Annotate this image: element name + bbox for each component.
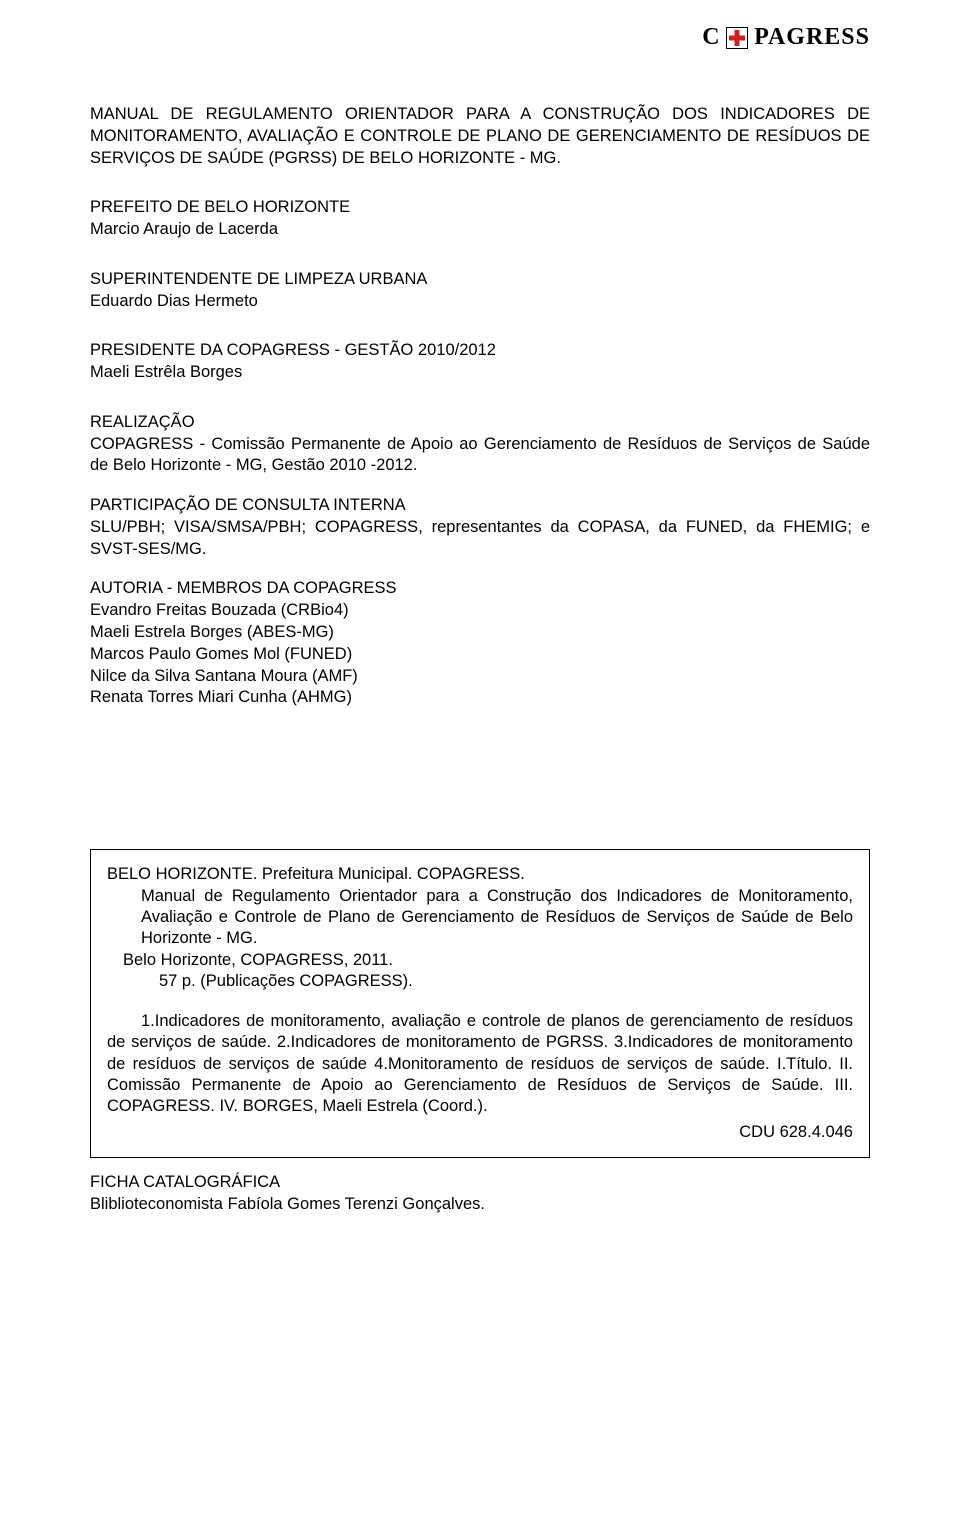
ficha-heading: FICHA CATALOGRÁFICA xyxy=(90,1172,870,1194)
ficha-block: FICHA CATALOGRÁFICA Bliblioteconomista F… xyxy=(90,1172,870,1216)
logo-word: PAGRESS xyxy=(754,24,870,51)
prefeito-name: Marcio Araujo de Lacerda xyxy=(90,219,870,241)
realizacao-heading: REALIZAÇÃO xyxy=(90,412,870,434)
autor-5: Renata Torres Miari Cunha (AHMG) xyxy=(90,687,870,709)
swiss-cross-icon xyxy=(726,27,748,49)
superintendente-name: Eduardo Dias Hermeto xyxy=(90,291,870,313)
catalog-line-1: BELO HORIZONTE. Prefeitura Municipal. CO… xyxy=(107,864,853,885)
presidente-name: Maeli Estrêla Borges xyxy=(90,362,870,384)
autor-2: Maeli Estrela Borges (ABES-MG) xyxy=(90,622,870,644)
document-body: MANUAL DE REGULAMENTO ORIENTADOR PARA A … xyxy=(90,24,870,1216)
doc-title: MANUAL DE REGULAMENTO ORIENTADOR PARA A … xyxy=(90,104,870,169)
catalog-line-4: 57 p. (Publicações COPAGRESS). xyxy=(107,971,853,992)
autor-1: Evandro Freitas Bouzada (CRBio4) xyxy=(90,600,870,622)
ficha-text: Bliblioteconomista Fabíola Gomes Terenzi… xyxy=(90,1194,870,1216)
catalog-line-2: Manual de Regulamento Orientador para a … xyxy=(107,886,853,950)
autoria-heading: AUTORIA - MEMBROS DA COPAGRESS xyxy=(90,578,870,600)
autor-4: Nilce da Silva Santana Moura (AMF) xyxy=(90,666,870,688)
catalog-line-2-text: Manual de Regulamento Orientador para a … xyxy=(141,887,853,948)
header-logo: C PAGRESS xyxy=(702,24,870,51)
catalog-line-5: 1.Indicadores de monitoramento, avaliaçã… xyxy=(107,1011,853,1118)
prefeito-heading: PREFEITO DE BELO HORIZONTE xyxy=(90,197,870,219)
superintendente-heading: SUPERINTENDENTE DE LIMPEZA URBANA xyxy=(90,269,870,291)
catalog-box: BELO HORIZONTE. Prefeitura Municipal. CO… xyxy=(90,849,870,1158)
autor-3: Marcos Paulo Gomes Mol (FUNED) xyxy=(90,644,870,666)
participacao-text: SLU/PBH; VISA/SMSA/PBH; COPAGRESS, repre… xyxy=(90,517,870,561)
catalog-cdu: CDU 628.4.046 xyxy=(107,1122,853,1143)
participacao-heading: PARTICIPAÇÃO DE CONSULTA INTERNA xyxy=(90,495,870,517)
document-page: C PAGRESS MANUAL DE REGULAMENTO ORIENTAD… xyxy=(0,0,960,1517)
presidente-heading: PRESIDENTE DA COPAGRESS - GESTÃO 2010/20… xyxy=(90,340,870,362)
catalog-line-3: Belo Horizonte, COPAGRESS, 2011. xyxy=(107,950,853,971)
realizacao-text: COPAGRESS - Comissão Permanente de Apoio… xyxy=(90,434,870,478)
logo-letter: C xyxy=(702,24,720,51)
